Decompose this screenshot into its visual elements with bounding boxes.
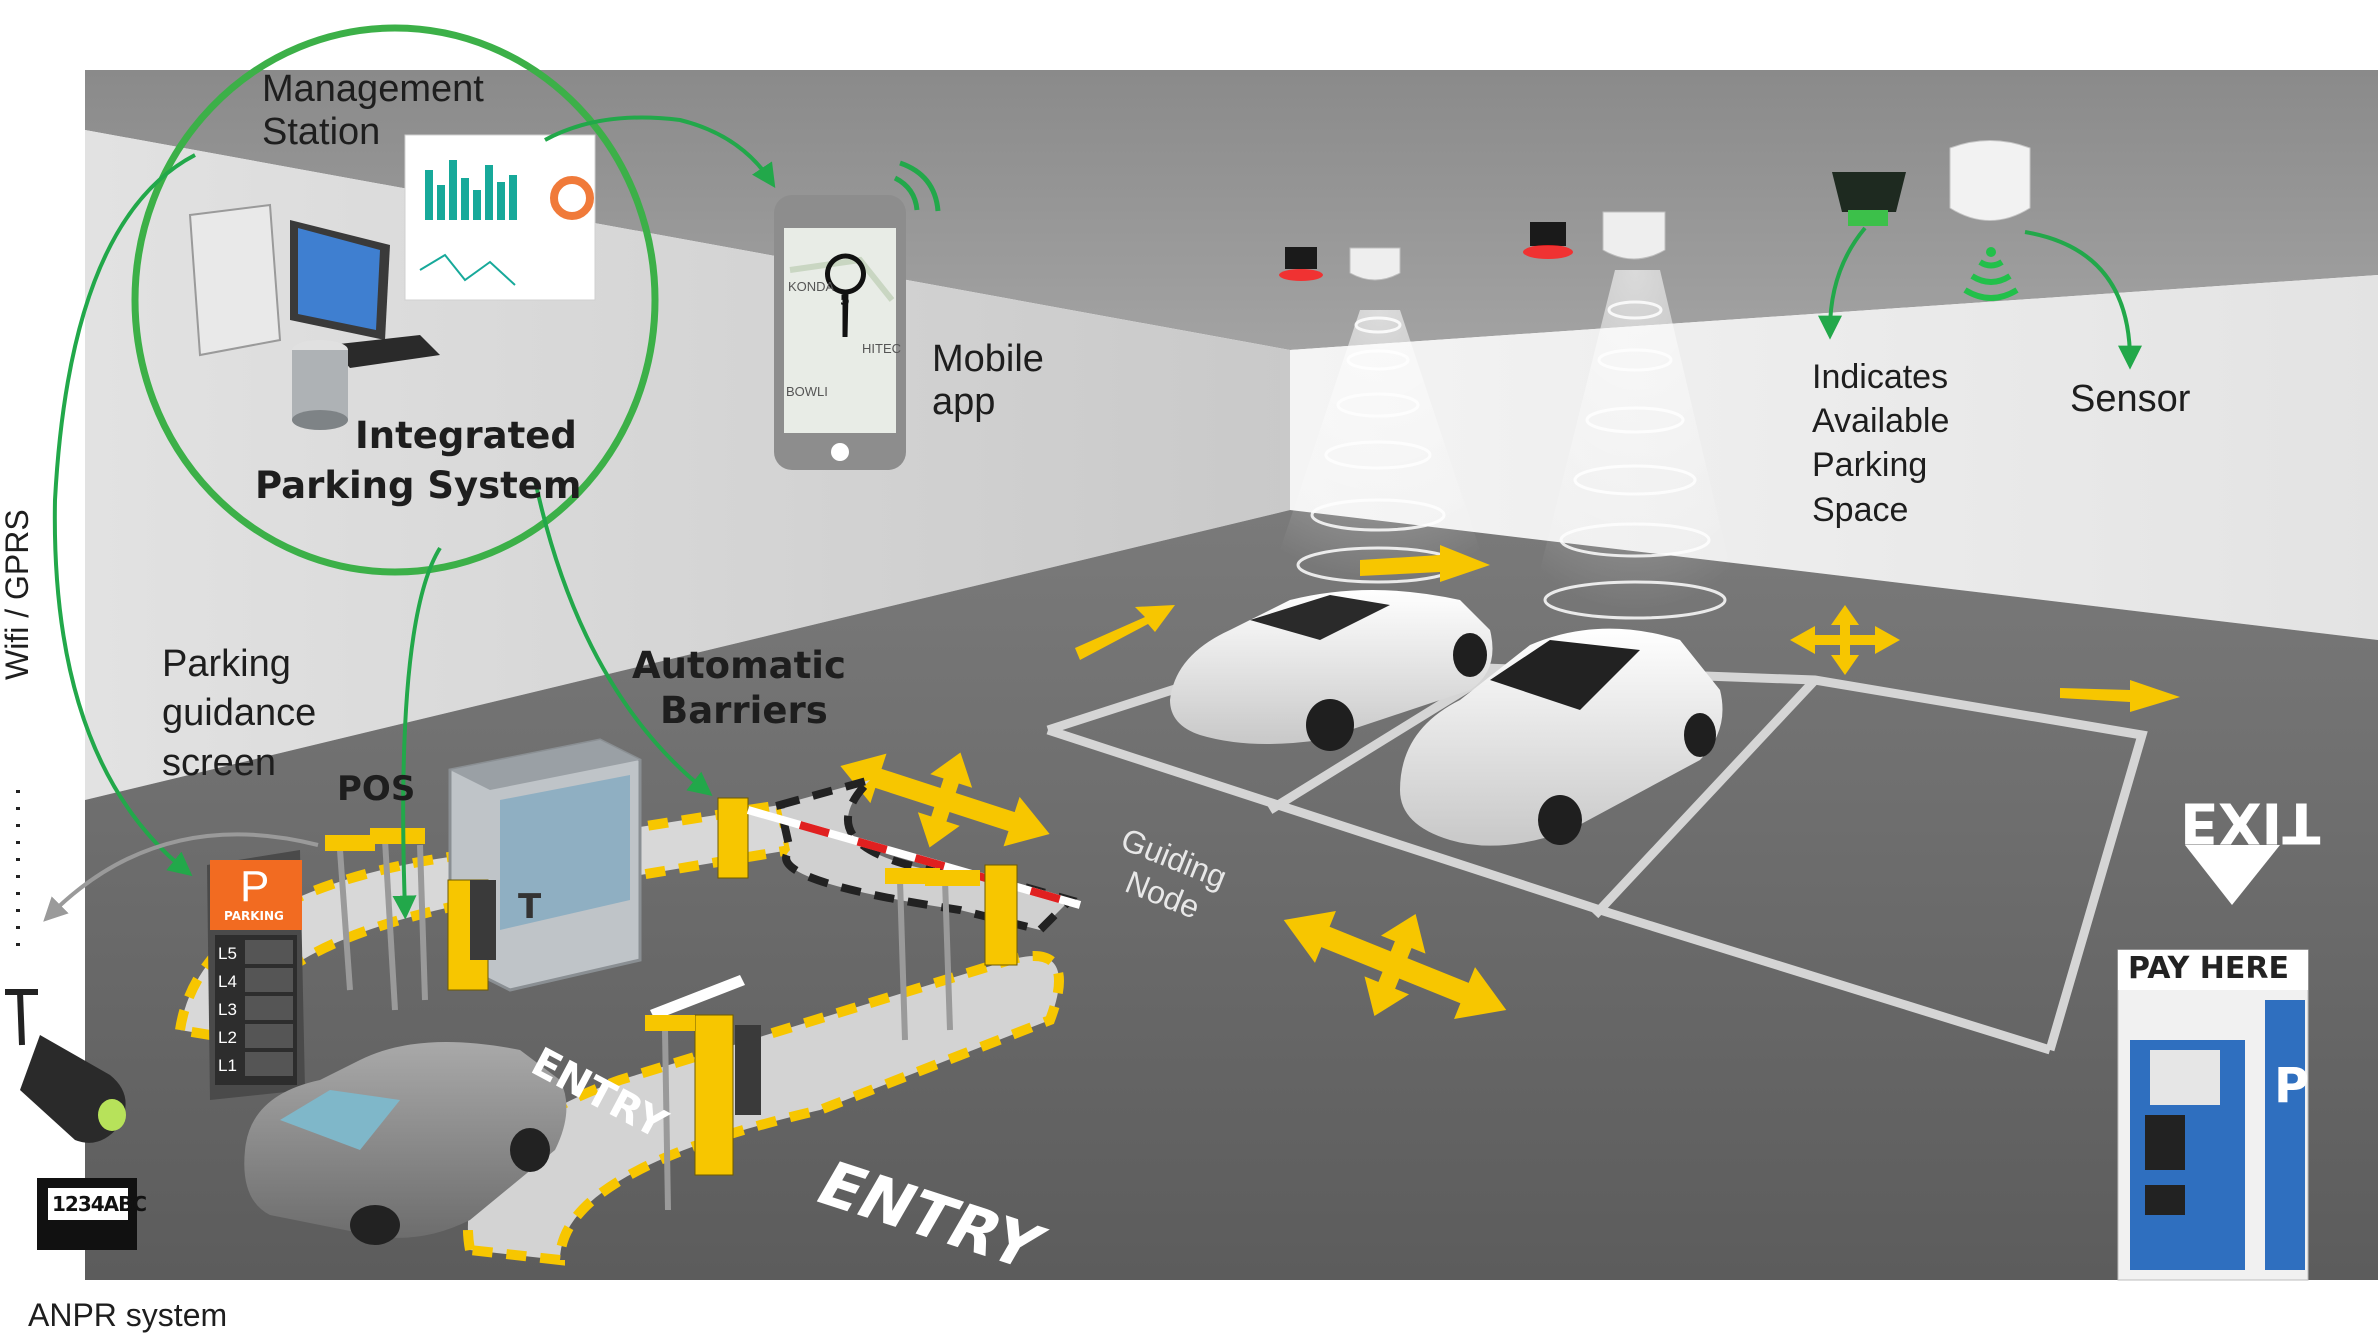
sensor-label: Sensor <box>2070 378 2191 420</box>
kiosk-letter: P <box>2274 1058 2310 1114</box>
sensor-beam-2 <box>1530 270 1740 610</box>
car-grey-entering <box>244 1042 567 1245</box>
sensor-beam-1 <box>1270 310 1490 580</box>
phone-map-label-1: KONDA <box>788 279 835 294</box>
back-wall <box>1290 275 2378 640</box>
mobile-app-label: Mobile app <box>932 338 1044 423</box>
parking-guidance-sign <box>207 850 305 1100</box>
car-white-sports <box>1170 590 1493 751</box>
anpr-camera <box>5 790 137 1250</box>
beam-rings <box>1296 300 1727 620</box>
indicator-arrow <box>1818 226 1867 340</box>
parking-level-list: L5 L4 L3 L2 L1 <box>218 944 237 1075</box>
exit-arrow-icon <box>2185 845 2280 905</box>
parking-guidance-screen-label: Parking guidance screen <box>162 643 317 784</box>
wifi-gprs-label: Wifi / GPRS <box>0 509 35 680</box>
phone-map-pin-number: 5 <box>840 293 850 309</box>
booth-letter: T <box>518 887 542 927</box>
car-white-sedan <box>1400 628 1723 846</box>
camera-poles <box>337 839 953 1211</box>
pay-here-kiosk <box>2117 949 2309 1281</box>
ceiling-devices <box>1279 140 2031 301</box>
floor-direction-arrows <box>840 545 2180 1020</box>
toll-booth <box>448 738 642 992</box>
anpr-system-label: ANPR system <box>28 1297 228 1333</box>
pos-label: POS <box>337 769 416 809</box>
management-station-computer <box>188 134 596 430</box>
ceiling <box>85 70 2378 350</box>
phone-map-label-3: BOWLI <box>786 384 828 399</box>
mobile-phone <box>774 160 941 470</box>
guidance-screen-arrow <box>43 832 319 922</box>
sensor-arrow <box>2024 230 2142 370</box>
system-connection-arrows <box>52 115 776 920</box>
wireless-signal-icon <box>1963 259 2019 301</box>
automatic-barriers-label-line2: Barriers <box>660 689 828 732</box>
integrated-system-circle <box>131 24 659 576</box>
pole-cameras <box>325 828 980 1031</box>
exit-floor-marking: EXIT <box>2180 789 2321 855</box>
indicates-space-label: Indicates Available Parking Space <box>1812 358 1950 529</box>
phone-map-label-2: HITEC <box>862 341 901 356</box>
license-plate-text: 1234ABC <box>52 1192 147 1216</box>
pay-here-label: PAY HERE <box>2128 951 2289 986</box>
management-station-label: Management Station <box>262 68 484 153</box>
integrated-system-label-line2: Parking System <box>255 464 582 507</box>
parking-sign-word: PARKING <box>224 909 284 923</box>
automatic-barriers-label-line1: Automatic <box>632 644 846 687</box>
phone-signal-icon <box>893 160 941 212</box>
integrated-system-label-line1: Integrated <box>355 414 577 457</box>
barrier-gates <box>447 797 1082 1176</box>
parking-sign-letter: P <box>240 862 270 911</box>
